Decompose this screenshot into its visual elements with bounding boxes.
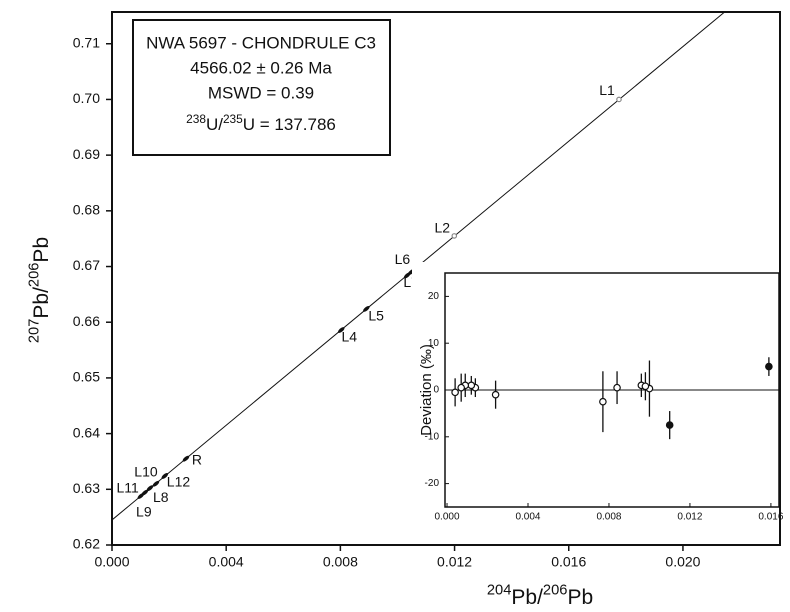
data-point — [467, 381, 476, 390]
data-point — [137, 493, 145, 499]
text-part: Pb — [30, 237, 53, 263]
y-tick-label: -20 — [425, 478, 440, 489]
point-label: L12 — [167, 474, 191, 490]
y-tick-label: 0.71 — [73, 34, 100, 50]
point-label: L4 — [341, 329, 357, 345]
x-tick-label: 0.016 — [758, 512, 783, 523]
x-tick-label: 0.012 — [677, 512, 702, 523]
y-tick-label: 0.66 — [73, 313, 100, 329]
plot-frame — [111, 11, 781, 546]
text-part: Pb/ — [511, 586, 543, 609]
y-tick-label: -10 — [425, 431, 440, 442]
data-point — [451, 388, 459, 397]
data-point — [182, 455, 190, 462]
superscript: 235 — [223, 112, 243, 126]
annotation-line: 238U/235U = 137.786 — [186, 112, 336, 134]
point-label: L2 — [434, 220, 450, 236]
text-part: Pb/ — [30, 287, 53, 319]
y-axis-label: Deviation (‰) — [418, 344, 435, 436]
superscript: 206 — [543, 583, 568, 599]
data-point — [765, 362, 773, 371]
y-tick-label: 20 — [428, 291, 440, 302]
data-point — [457, 383, 465, 392]
superscript: 207 — [27, 319, 43, 344]
y-axis-label: 207Pb/206Pb — [27, 237, 53, 343]
inset-background — [412, 262, 779, 532]
data-point — [641, 382, 650, 391]
y-tick-label: 0 — [433, 385, 439, 396]
x-tick-label: 0.012 — [437, 554, 472, 570]
text-part: U = 137.786 — [243, 115, 336, 134]
y-tick-label: 0.63 — [73, 480, 100, 496]
data-point — [616, 96, 622, 103]
point-label: L6 — [395, 251, 411, 267]
data-point — [146, 485, 154, 492]
point-label: R — [192, 451, 202, 467]
data-point — [161, 473, 169, 479]
annotation-line: NWA 5697 - CHONDRULE C3 — [146, 33, 376, 52]
x-tick-label: 0.004 — [515, 512, 540, 523]
x-tick-label: 0.020 — [665, 554, 700, 570]
y-tick-label: 0.67 — [73, 257, 100, 273]
data-point — [613, 383, 621, 392]
x-tick-label: 0.008 — [323, 554, 358, 570]
data-point — [599, 397, 607, 406]
y-tick-label: 0.62 — [73, 536, 100, 552]
text-part: Pb — [567, 586, 593, 609]
superscript: 238 — [186, 112, 206, 126]
data-point — [451, 233, 458, 239]
annotation-line: 4566.02 ± 0.26 Ma — [190, 58, 332, 77]
point-label: L8 — [153, 489, 169, 505]
data-point — [337, 327, 345, 333]
annotation-box — [132, 19, 391, 156]
x-axis-label: 204Pb/206Pb — [487, 583, 593, 609]
x-tick-label: 0.008 — [596, 512, 621, 523]
point-label: L1 — [599, 82, 615, 98]
superscript: 204 — [487, 583, 512, 599]
x-tick-label: 0.004 — [209, 554, 244, 570]
y-tick-label: 0.68 — [73, 202, 100, 218]
point-label: L11 — [117, 479, 140, 495]
data-point — [665, 421, 674, 429]
data-point — [491, 390, 500, 399]
data-point — [152, 480, 160, 487]
x-tick-label: 0.000 — [94, 554, 129, 570]
superscript: 206 — [27, 263, 43, 288]
point-label: L9 — [136, 504, 152, 520]
y-tick-label: 0.70 — [73, 90, 100, 106]
x-tick-label: 0.000 — [435, 512, 460, 523]
y-tick-label: 0.64 — [73, 424, 100, 440]
x-tick-label: 0.016 — [551, 554, 586, 570]
data-point — [363, 305, 370, 312]
text-part: U/ — [206, 115, 223, 134]
point-label: L5 — [368, 308, 384, 324]
y-tick-label: 0.69 — [73, 146, 100, 162]
y-tick-label: 10 — [428, 338, 440, 349]
annotation-line: MSWD = 0.39 — [208, 83, 314, 102]
y-tick-label: 0.65 — [73, 369, 100, 385]
point-label: L10 — [134, 463, 158, 479]
